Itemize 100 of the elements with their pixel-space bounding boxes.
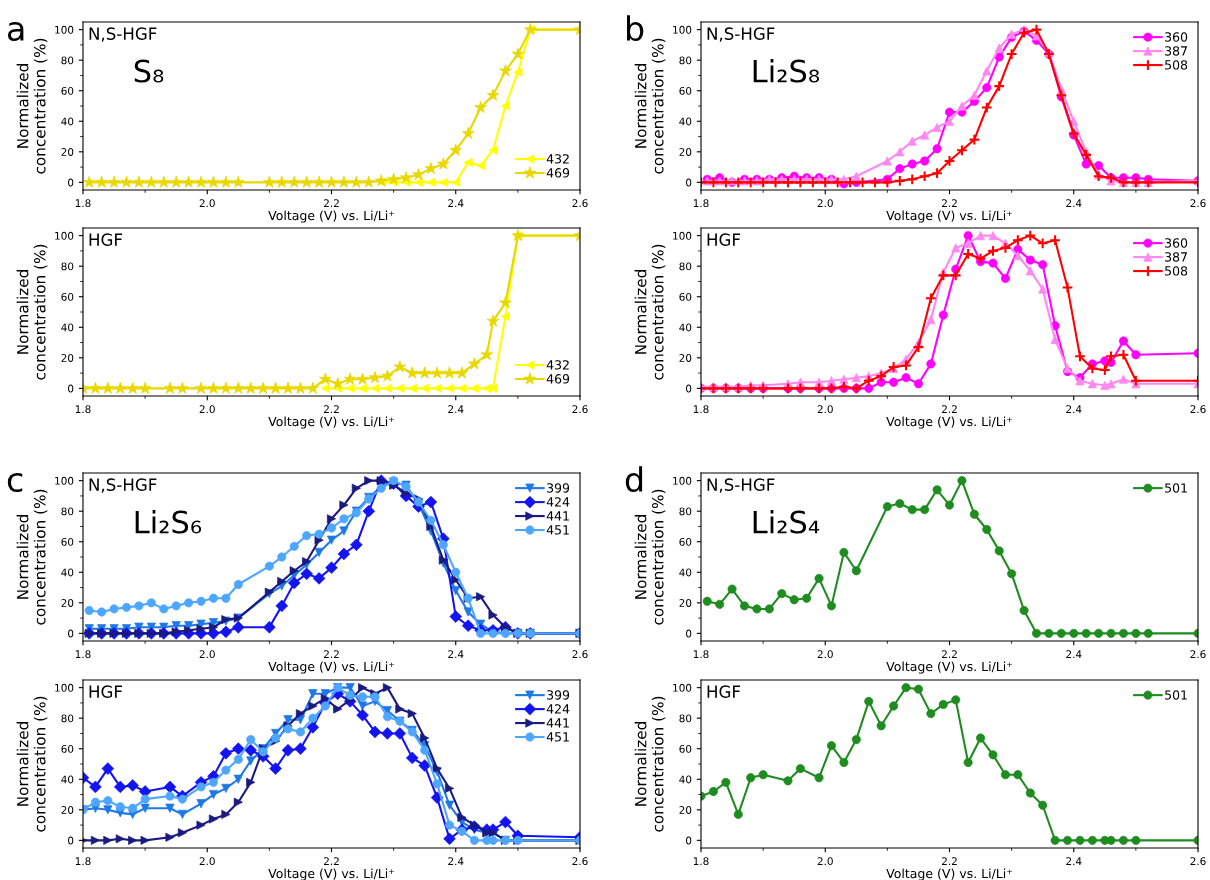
y-tick-label: 0 [68,178,74,187]
x-tick-label: 2.4 [1066,857,1082,865]
y-tick-label: 80 [679,714,692,723]
x-tick-label: 2.2 [941,857,957,865]
y-tick-label: 40 [679,117,692,126]
legend-label: 508 [1165,266,1188,276]
x-tick-label: 2.2 [323,405,339,413]
y-tick-label: 60 [61,537,74,546]
y-tick-label: 40 [61,568,74,577]
y-tick-label: 100 [673,683,692,692]
legend-label: 387 [1165,46,1187,56]
x-tick-label: 2.4 [448,405,464,413]
x-tick-label: 1.8 [75,650,91,659]
y-tick-label: 100 [673,231,692,240]
annotation: N,S-HGF [89,478,157,493]
y-tick-label: 60 [61,86,74,95]
y-tick-label: 60 [61,744,74,753]
y-axis-title: Normalized concentration (%) [16,244,48,380]
x-tick-label: 1.8 [693,650,709,659]
y-tick-label: 40 [679,775,692,784]
x-tick-label: 2.2 [941,650,957,658]
x-tick-label: 2.0 [199,199,215,208]
x-axis-title: Voltage (V) vs. Li/Li⁺ [886,210,1012,223]
y-tick-label: 60 [679,292,692,301]
y-tick-label: 100 [55,25,74,34]
y-tick-label: 20 [679,354,692,362]
x-axis-title: Voltage (V) vs. Li/Li⁺ [268,661,394,674]
x-tick-label: 2.0 [817,650,833,659]
y-tick-label: 40 [61,117,74,126]
y-tick-label: 20 [61,599,74,607]
x-tick-label: 2.6 [1190,857,1206,866]
x-tick-label: 2.4 [1066,405,1082,413]
y-tick-label: 100 [55,476,74,485]
y-tick-label: 0 [686,178,692,187]
annotation: HGF [707,233,741,246]
y-tick-label: 0 [68,629,74,638]
y-tick-label: 0 [686,384,692,393]
x-tick-label: 1.8 [75,857,91,866]
y-tick-label: 80 [61,56,74,65]
x-tick-label: 2.0 [817,857,833,866]
x-tick-label: 2.2 [323,857,339,865]
y-tick-label: 60 [61,292,74,301]
y-axis-title: Normalized concentration (%) [16,696,48,832]
y-tick-label: 100 [55,683,74,692]
y-tick-label: 0 [686,629,692,638]
x-tick-label: 1.8 [75,199,91,208]
annotation: Li₂S₄ [753,509,820,534]
annotation: N,S-HGF [89,27,157,42]
annotation: HGF [89,685,123,698]
x-tick-label: 1.8 [693,857,709,866]
annotation: Li₂S₈ [753,58,820,83]
annotation: HGF [89,233,123,246]
x-axis-title: Voltage (V) vs. Li/Li⁺ [886,416,1012,429]
y-axis-title: Normalized concentration (%) [634,244,666,380]
legend-label: 441 [546,718,569,728]
x-tick-label: 1.8 [75,405,91,414]
legend-label: 469 [546,374,570,384]
annotation: HGF [707,685,741,698]
y-tick-label: 80 [679,56,692,65]
y-tick-label: 80 [679,507,692,516]
y-tick-label: 80 [61,507,74,516]
x-tick-label: 2.0 [817,199,833,208]
y-tick-label: 20 [679,806,692,814]
legend-label: 501 [1165,483,1187,493]
x-tick-label: 2.6 [572,857,588,866]
y-tick-label: 100 [673,25,692,34]
y-tick-label: 60 [679,86,692,95]
y-tick-label: 40 [679,323,692,332]
legend-label: 432 [546,154,569,164]
x-tick-label: 2.0 [817,405,833,414]
x-tick-label: 2.2 [323,650,339,658]
y-tick-label: 100 [673,476,692,485]
legend-label: 432 [546,360,569,370]
x-tick-label: 2.0 [199,857,215,866]
x-axis-title: Voltage (V) vs. Li/Li⁺ [886,868,1012,880]
x-tick-label: 2.0 [199,650,215,659]
y-tick-label: 0 [686,836,692,845]
y-tick-label: 40 [61,323,74,332]
x-axis-title: Voltage (V) vs. Li/Li⁺ [886,661,1012,674]
x-tick-label: 1.8 [693,405,709,414]
legend-label: 424 [546,704,570,714]
annotation: S₈ [134,59,164,83]
y-tick-label: 60 [679,537,692,546]
y-tick-label: 20 [61,354,74,362]
x-tick-label: 2.6 [1190,199,1206,208]
legend-label: 451 [546,732,569,742]
legend-label: 399 [547,483,570,493]
x-tick-label: 2.4 [448,199,464,207]
x-tick-label: 2.4 [448,650,464,658]
x-tick-label: 2.2 [941,199,957,207]
legend-label: 469 [546,168,570,178]
x-tick-label: 2.6 [572,650,588,659]
annotation: N,S-HGF [707,478,775,493]
legend-label: 387 [1165,252,1187,262]
legend-label: 501 [1165,690,1187,700]
legend-label: 360 [1165,238,1188,248]
y-tick-label: 100 [55,231,74,240]
x-tick-label: 2.6 [1190,650,1206,659]
legend-label: 360 [1165,32,1188,42]
x-axis-title: Voltage (V) vs. Li/Li⁺ [268,868,394,880]
